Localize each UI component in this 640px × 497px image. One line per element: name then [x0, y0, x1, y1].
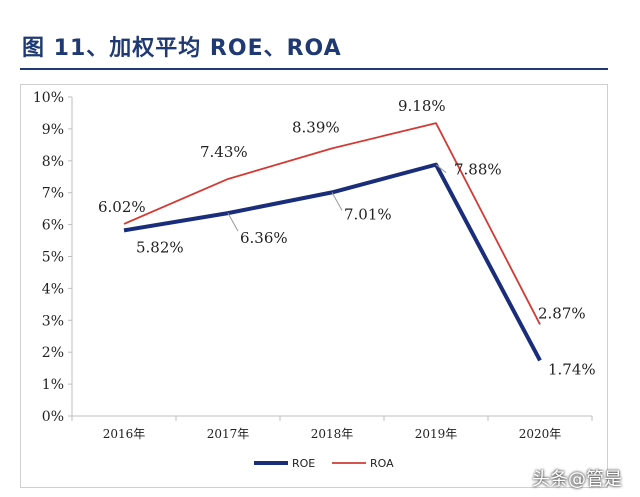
data-label-leader: [331, 192, 343, 211]
y-tick-label: 1%: [42, 377, 64, 393]
x-tick-label: 2020年: [519, 427, 562, 441]
data-label-roa: 7.43%: [200, 143, 248, 161]
legend-label-roa: ROA: [370, 457, 394, 470]
data-label-roa: 2.87%: [538, 304, 586, 322]
chart-frame: [20, 84, 608, 488]
y-tick-label: 9%: [42, 122, 64, 138]
x-tick-label: 2017年: [207, 427, 250, 441]
data-label-roe: 7.01%: [344, 205, 392, 223]
y-tick-label: 0%: [42, 409, 64, 425]
y-tick-label: 10%: [33, 90, 64, 106]
data-label-roa: 8.39%: [292, 118, 340, 136]
x-tick-label: 2019年: [415, 427, 458, 441]
y-tick-label: 7%: [42, 186, 64, 202]
x-tick-label: 2016年: [103, 427, 146, 441]
data-label-roe: 5.82%: [136, 238, 184, 256]
data-label-roe: 6.36%: [240, 229, 288, 247]
title-rule: [20, 68, 608, 70]
data-label-roa: 9.18%: [398, 97, 446, 115]
data-label-roa: 6.02%: [98, 198, 146, 216]
data-label-leader: [227, 212, 239, 232]
series-line-roa: [123, 122, 541, 325]
data-label-roe: 7.88%: [454, 161, 502, 179]
y-tick-label: 6%: [42, 218, 64, 234]
watermark: 头条@管是: [532, 469, 622, 490]
series-line-roe: [123, 162, 542, 362]
y-tick-label: 5%: [42, 250, 64, 266]
y-tick-label: 8%: [42, 154, 64, 170]
y-tick-label: 4%: [42, 281, 64, 297]
data-label-roe: 1.74%: [548, 360, 596, 378]
y-tick-label: 3%: [42, 313, 64, 329]
chart-title: 图 11、加权平均 ROE、ROA: [22, 36, 342, 61]
legend-label-roe: ROE: [292, 457, 315, 470]
y-tick-label: 2%: [42, 345, 64, 361]
data-label-leader: [435, 164, 447, 174]
x-tick-label: 2018年: [311, 427, 354, 441]
